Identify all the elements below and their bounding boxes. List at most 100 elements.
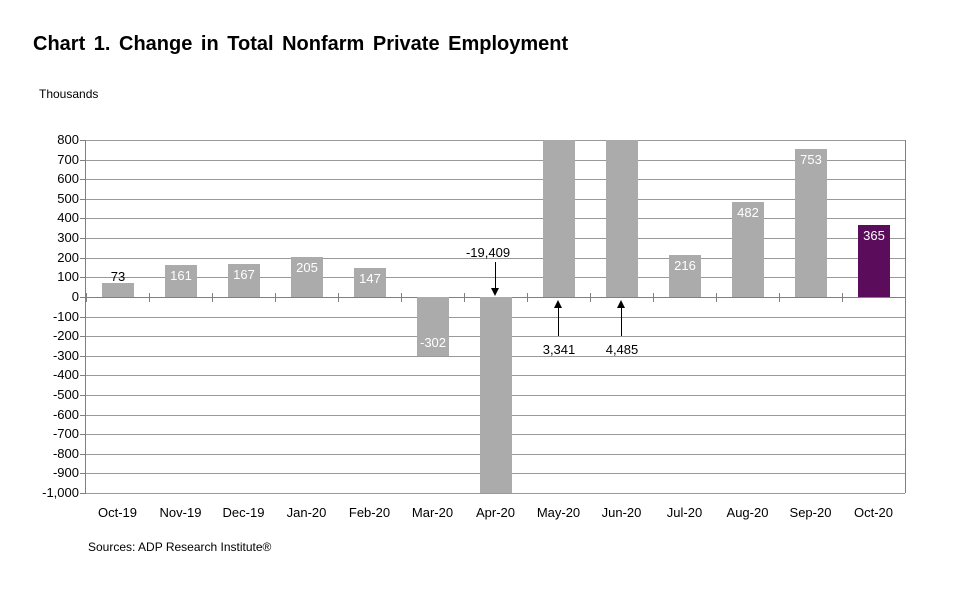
gridline [86, 140, 905, 141]
x-axis-tick [275, 293, 276, 302]
y-axis-tick [80, 493, 86, 494]
x-category-label: Mar-20 [411, 505, 454, 520]
gridline [86, 160, 905, 161]
bar-value-label: 482 [737, 205, 759, 220]
x-axis-tick [212, 293, 213, 302]
y-tick-label: -500 [52, 387, 79, 402]
bar-value-label: 216 [674, 258, 696, 273]
y-axis-tick [80, 160, 86, 161]
y-axis-tick [80, 140, 86, 141]
y-tick-label: -700 [52, 426, 79, 441]
y-tick-label: -400 [52, 367, 79, 382]
y-tick-label: 100 [57, 269, 79, 284]
y-axis-tick [80, 179, 86, 180]
gridline [86, 493, 905, 494]
bar-jan-20 [291, 257, 323, 297]
bar-value-label: 753 [800, 152, 822, 167]
gridline [86, 179, 905, 180]
bar-may-20 [543, 140, 575, 297]
arrow-shaft [495, 262, 496, 289]
y-axis-tick [80, 218, 86, 219]
bar-value-label: 147 [359, 271, 381, 286]
bar-sep-20 [795, 149, 827, 297]
x-category-label: Oct-19 [97, 505, 137, 520]
x-category-label: Dec-19 [222, 505, 265, 520]
arrow-head [491, 288, 499, 296]
x-category-label: Jan-20 [286, 505, 327, 520]
x-axis-tick [464, 293, 465, 302]
arrow-head [554, 300, 562, 308]
gridline [86, 218, 905, 219]
x-axis-tick [653, 293, 654, 302]
y-axis-tick [80, 238, 86, 239]
y-tick-label: 700 [57, 152, 79, 167]
x-category-label: Aug-20 [726, 505, 769, 520]
plot-area: 800 700 600 500 400 300 200 100 0 -100 -200 -300 -40… [42, 133, 906, 520]
y-axis-tick [80, 395, 86, 396]
x-axis-tick [590, 293, 591, 302]
y-axis-tick [80, 336, 86, 337]
x-axis-tick [527, 293, 528, 302]
bar-feb-20 [354, 268, 386, 297]
y-axis-tick [80, 454, 86, 455]
x-category-label: Jun-20 [601, 505, 642, 520]
gridline [86, 258, 905, 259]
y-tick-label: 0 [71, 289, 79, 304]
y-axis-tick [80, 375, 86, 376]
annotation-label: -19,409 [465, 245, 511, 260]
y-tick-label: 800 [57, 132, 79, 147]
bar-aug-20 [732, 202, 764, 297]
source-note: Sources: ADP Research Institute® [88, 540, 272, 554]
bar-mar-20 [417, 297, 449, 356]
y-axis-tick [80, 473, 86, 474]
x-category-label: Oct-20 [853, 505, 893, 520]
bar-oct-19 [102, 283, 134, 297]
y-tick-label: 400 [57, 210, 79, 225]
gridline [86, 238, 905, 239]
y-axis-tick [80, 258, 86, 259]
y-tick-label: -600 [52, 407, 79, 422]
bar-value-label: 167 [233, 267, 255, 282]
bar-jun-20 [606, 140, 638, 297]
x-axis-tick [905, 293, 906, 302]
bar-value-label: 161 [170, 268, 192, 283]
x-axis-tick [842, 293, 843, 302]
gridline [86, 199, 905, 200]
y-tick-label: 500 [57, 191, 79, 206]
y-tick-label: -100 [52, 309, 79, 324]
annotation-label: 4,485 [605, 342, 639, 357]
y-tick-label: -200 [52, 328, 79, 343]
y-axis-tick [80, 199, 86, 200]
y-tick-label: -900 [52, 465, 79, 480]
arrow-shaft [621, 307, 622, 336]
bar-value-label: 73 [110, 269, 126, 284]
x-category-label: Apr-20 [475, 505, 516, 520]
x-category-label: Feb-20 [348, 505, 391, 520]
y-tick-label: -1,000 [42, 485, 79, 500]
x-category-label: Jul-20 [666, 505, 703, 520]
bar-value-label: 365 [863, 228, 885, 243]
y-tick-label: 600 [57, 171, 79, 186]
bar-value-label: 205 [296, 260, 318, 275]
x-category-label: May-20 [536, 505, 581, 520]
arrow-head [617, 300, 625, 308]
x-axis-tick [401, 293, 402, 302]
y-axis-tick [80, 415, 86, 416]
bar-dec-19 [228, 264, 260, 297]
x-axis-tick [338, 293, 339, 302]
x-category-label: Nov-19 [159, 505, 202, 520]
y-axis-tick [80, 317, 86, 318]
y-tick-label: 200 [57, 250, 79, 265]
annotation-label: 3,341 [542, 342, 576, 357]
y-axis-tick [80, 297, 86, 298]
bar-jul-20 [669, 255, 701, 297]
arrow-shaft [558, 307, 559, 336]
y-axis-tick [80, 356, 86, 357]
x-axis-tick [716, 293, 717, 302]
y-axis-tick [80, 277, 86, 278]
arrow-up-icon [554, 300, 563, 336]
arrow-up-icon [617, 300, 626, 336]
bar-apr-20 [480, 297, 512, 493]
arrow-down-icon [491, 262, 500, 296]
